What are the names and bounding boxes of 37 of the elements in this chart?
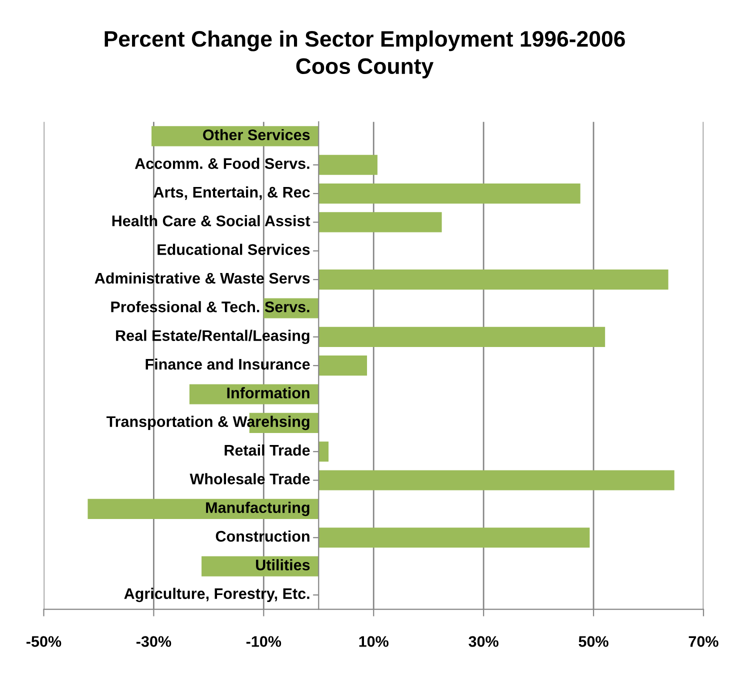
- y-tick-label: Information: [227, 387, 310, 398]
- y-tick-label: Arts, Entertain, & Rec: [154, 186, 310, 200]
- x-tick-label: 70%: [688, 636, 718, 647]
- bar: [88, 498, 319, 519]
- y-tick-label: Educational Services: [158, 244, 310, 255]
- bar: [318, 270, 668, 290]
- y-tick-label: Health Care & Social Assist: [112, 215, 310, 226]
- bar: [318, 326, 606, 347]
- y-tick-label: Finance and Insurance: [146, 358, 310, 370]
- bar: [318, 528, 590, 548]
- bar: [318, 154, 378, 175]
- bar: [318, 184, 580, 204]
- x-tick-label: 50%: [578, 636, 608, 647]
- x-tick-label: -30%: [136, 636, 172, 647]
- bar: [189, 384, 319, 404]
- y-tick-label: Construction: [216, 530, 310, 542]
- y-tick-label: Professional & Tech. Servs.: [111, 301, 310, 312]
- y-tick-label: Utilities: [256, 559, 310, 570]
- x-tick-label: 30%: [468, 636, 498, 647]
- y-tick-label: Real Estate/Rental/Leasing: [116, 330, 310, 344]
- bar: [318, 356, 368, 376]
- bar: [202, 556, 319, 576]
- bar: [318, 470, 674, 490]
- y-tick-label: Accomm. & Food Servs.: [134, 158, 310, 169]
- x-tick-label: 10%: [359, 636, 388, 647]
- bar: [152, 126, 319, 146]
- x-tick-label: -10%: [246, 636, 282, 647]
- x-tick-label: -50%: [26, 636, 62, 647]
- y-tick-label: Manufacturing: [206, 502, 310, 516]
- chart-title: Percent Change in Sector Employment 1996-2006 Coos County: [104, 30, 625, 78]
- y-tick-label: Wholesale Trade: [190, 473, 310, 484]
- y-tick-label: Administrative & Waste Servs: [94, 272, 310, 284]
- bar: [318, 212, 442, 232]
- y-tick-label: Agriculture, Forestry, Etc.: [124, 588, 310, 602]
- bar: [318, 442, 329, 462]
- y-tick-label: Other Services: [203, 129, 310, 140]
- y-tick-label: Retail Trade: [224, 444, 310, 456]
